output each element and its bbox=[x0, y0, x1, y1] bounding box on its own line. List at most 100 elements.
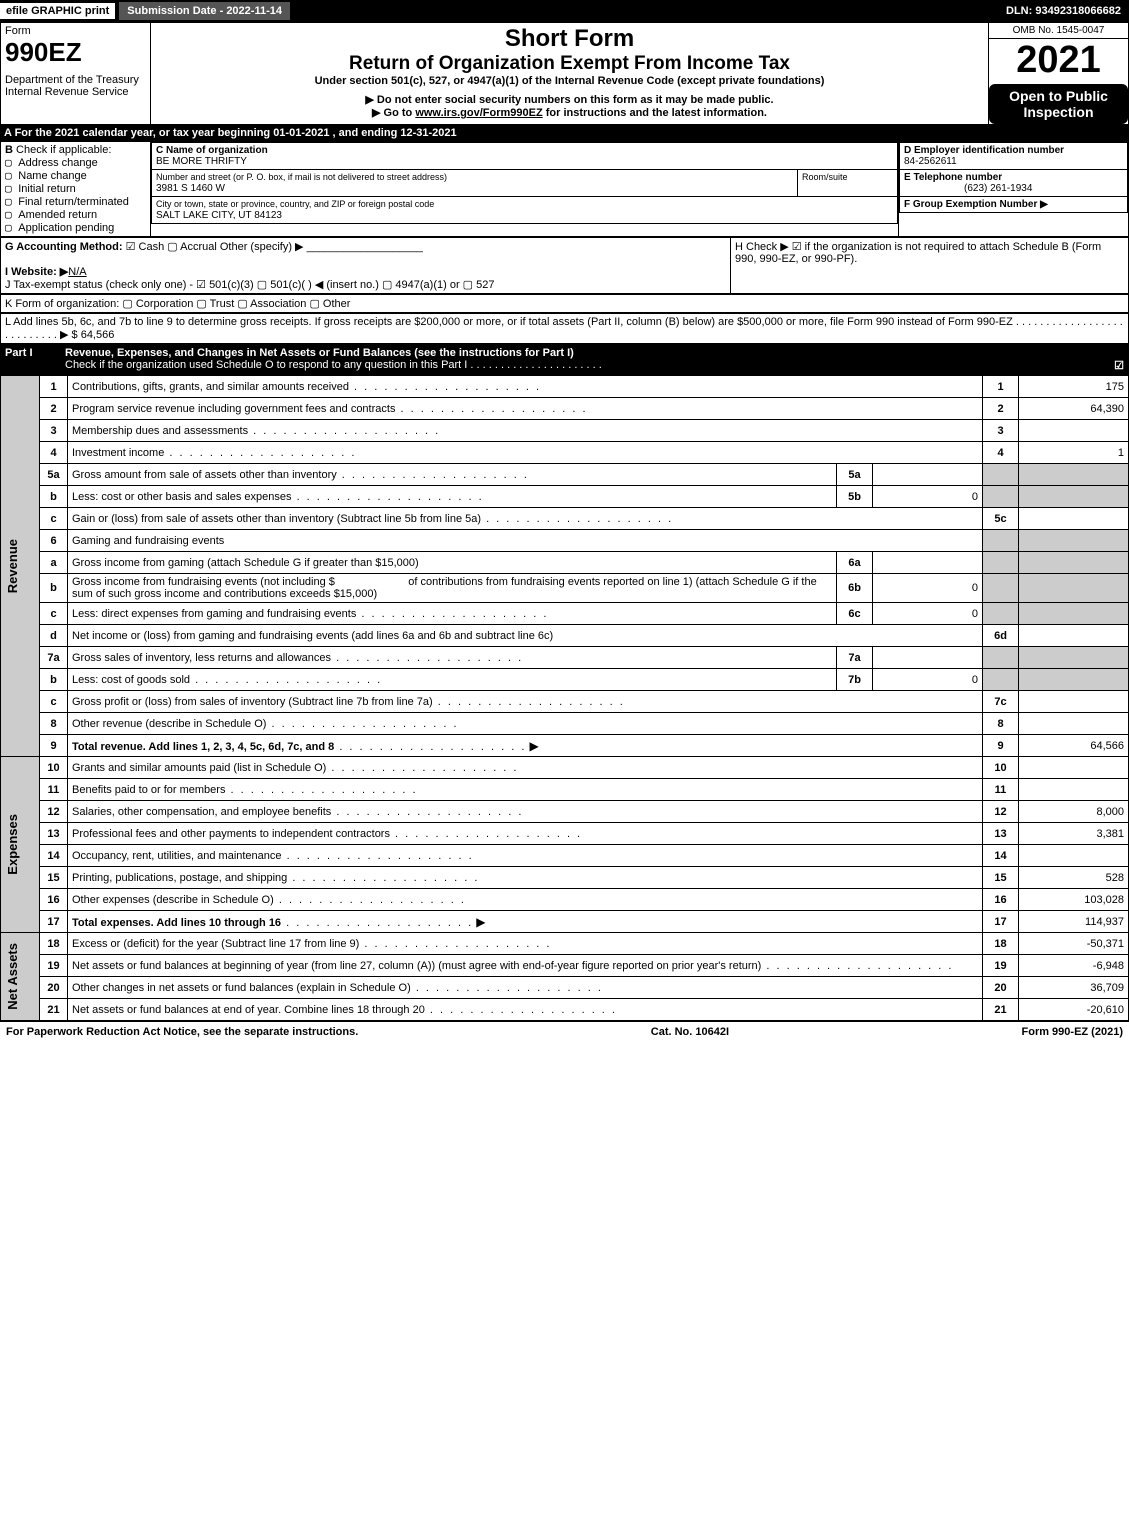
part1-checkbox[interactable]: ☑ bbox=[1114, 359, 1124, 372]
row-17-amt: 114,937 bbox=[1019, 911, 1129, 933]
row-7c-desc: Gross profit or (loss) from sales of inv… bbox=[72, 696, 625, 708]
accrual-check[interactable]: ▢ Accrual bbox=[167, 241, 217, 253]
row-16-amt: 103,028 bbox=[1019, 889, 1129, 911]
amended-check[interactable]: ▢ bbox=[5, 208, 18, 221]
row-9-amt: 64,566 bbox=[1019, 735, 1129, 757]
row-19-rn: 19 bbox=[983, 955, 1019, 977]
footer-mid: Cat. No. 10642I bbox=[651, 1026, 729, 1038]
g-label: G Accounting Method: bbox=[5, 241, 123, 253]
irs-label: Internal Revenue Service bbox=[5, 86, 146, 98]
row-3-desc: Membership dues and assessments bbox=[72, 425, 440, 437]
row-20-num: 20 bbox=[40, 977, 68, 999]
website-value: N/A bbox=[68, 266, 86, 278]
row-2-rn: 2 bbox=[983, 398, 1019, 420]
row-18-num: 18 bbox=[40, 933, 68, 955]
ssn-warning: ▶ Do not enter social security numbers o… bbox=[155, 93, 984, 106]
other-spec[interactable]: Other (specify) ▶ bbox=[220, 241, 304, 253]
row-6c-desc: Less: direct expenses from gaming and fu… bbox=[72, 608, 548, 620]
row-1-amt: 175 bbox=[1019, 376, 1129, 398]
row-9-num: 9 bbox=[40, 735, 68, 757]
row-19-amt: -6,948 bbox=[1019, 955, 1129, 977]
row-7a-num: 7a bbox=[40, 647, 68, 669]
ghi-table: G Accounting Method: ☑ Cash ▢ Accrual Ot… bbox=[0, 237, 1129, 294]
initial-check[interactable]: ▢ bbox=[5, 182, 18, 195]
ein-value: 84-2562611 bbox=[904, 156, 957, 167]
row-14-num: 14 bbox=[40, 845, 68, 867]
goto-link[interactable]: ▶ Go to www.irs.gov/Form990EZ for instru… bbox=[155, 106, 984, 119]
row-15-desc: Printing, publications, postage, and shi… bbox=[72, 872, 479, 884]
dln-label: DLN: 93492318066682 bbox=[1006, 5, 1129, 17]
row-5a-num: 5a bbox=[40, 464, 68, 486]
row-15-rn: 15 bbox=[983, 867, 1019, 889]
row-4-num: 4 bbox=[40, 442, 68, 464]
row-8-desc: Other revenue (describe in Schedule O) bbox=[72, 718, 459, 730]
section-a-line: A For the 2021 calendar year, or tax yea… bbox=[0, 125, 1129, 141]
form-number: 990EZ bbox=[5, 37, 146, 68]
row-12-desc: Salaries, other compensation, and employ… bbox=[72, 806, 523, 818]
city-value: SALT LAKE CITY, UT 84123 bbox=[156, 210, 282, 221]
irs-link[interactable]: www.irs.gov/Form990EZ bbox=[415, 107, 542, 119]
cash-check[interactable]: ☑ Cash bbox=[126, 241, 165, 253]
final-check[interactable]: ▢ bbox=[5, 195, 18, 208]
row-17-rn: 17 bbox=[983, 911, 1019, 933]
row-6a-num: a bbox=[40, 552, 68, 574]
row-18-desc: Excess or (deficit) for the year (Subtra… bbox=[72, 938, 551, 950]
row-16-desc: Other expenses (describe in Schedule O) bbox=[72, 894, 466, 906]
grp-label: F Group Exemption Number ▶ bbox=[904, 199, 1048, 210]
revenue-section-label: Revenue bbox=[5, 535, 20, 597]
row-21-num: 21 bbox=[40, 999, 68, 1021]
j-line: J Tax-exempt status (check only one) - ☑… bbox=[5, 279, 494, 291]
row-5a-samt bbox=[873, 464, 983, 486]
pending-check[interactable]: ▢ bbox=[5, 221, 18, 234]
header-table: Form 990EZ Department of the Treasury In… bbox=[0, 22, 1129, 125]
opt-name: Name change bbox=[18, 170, 87, 182]
efile-label[interactable]: efile GRAPHIC print bbox=[0, 3, 115, 19]
row-1-rn: 1 bbox=[983, 376, 1019, 398]
arrow-icon-2: ▶ bbox=[476, 915, 485, 929]
row-6a-desc: Gross income from gaming (attach Schedul… bbox=[68, 552, 837, 574]
row-6a-sn: 6a bbox=[837, 552, 873, 574]
tel-label: E Telephone number bbox=[904, 172, 1002, 183]
row-6c-samt: 0 bbox=[873, 603, 983, 625]
row-5b-samt: 0 bbox=[873, 486, 983, 508]
row-5c-num: c bbox=[40, 508, 68, 530]
l-line: L Add lines 5b, 6c, and 7b to line 9 to … bbox=[1, 314, 1129, 344]
org-info-table: B Check if applicable: ▢ Address change … bbox=[0, 141, 1129, 237]
row-21-desc: Net assets or fund balances at end of ye… bbox=[72, 1004, 617, 1016]
row-8-amt bbox=[1019, 713, 1129, 735]
row-6d-desc: Net income or (loss) from gaming and fun… bbox=[68, 625, 983, 647]
row-10-num: 10 bbox=[40, 757, 68, 779]
city-label: City or town, state or province, country… bbox=[156, 199, 434, 209]
row-20-amt: 36,709 bbox=[1019, 977, 1129, 999]
addr-change-check[interactable]: ▢ bbox=[5, 156, 18, 169]
part1-header: Part I bbox=[1, 345, 61, 375]
row-6d-amt bbox=[1019, 625, 1129, 647]
row-7b-desc: Less: cost of goods sold bbox=[72, 674, 382, 686]
row-2-num: 2 bbox=[40, 398, 68, 420]
row-7c-num: c bbox=[40, 691, 68, 713]
row-5b-desc: Less: cost or other basis and sales expe… bbox=[72, 491, 484, 503]
row-7a-sn: 7a bbox=[837, 647, 873, 669]
name-change-check[interactable]: ▢ bbox=[5, 169, 18, 182]
row-12-rn: 12 bbox=[983, 801, 1019, 823]
row-17-desc: Total expenses. Add lines 10 through 16 bbox=[72, 917, 281, 929]
row-11-rn: 11 bbox=[983, 779, 1019, 801]
h-line: H Check ▶ ☑ if the organization is not r… bbox=[731, 238, 1129, 294]
row-5b-sn: 5b bbox=[837, 486, 873, 508]
open-public-badge: Open to Public Inspection bbox=[989, 84, 1128, 124]
row-10-rn: 10 bbox=[983, 757, 1019, 779]
netassets-section-label: Net Assets bbox=[5, 939, 20, 1014]
revenue-table: Revenue 1 Contributions, gifts, grants, … bbox=[0, 375, 1129, 1021]
row-12-num: 12 bbox=[40, 801, 68, 823]
row-6c-num: c bbox=[40, 603, 68, 625]
row-21-amt: -20,610 bbox=[1019, 999, 1129, 1021]
row-18-amt: -50,371 bbox=[1019, 933, 1129, 955]
org-name: BE MORE THRIFTY bbox=[156, 156, 247, 167]
dept-label: Department of the Treasury bbox=[5, 74, 146, 86]
row-11-num: 11 bbox=[40, 779, 68, 801]
row-6b-sn: 6b bbox=[837, 574, 873, 603]
street-label: Number and street (or P. O. box, if mail… bbox=[156, 172, 447, 182]
expenses-section-label: Expenses bbox=[5, 810, 20, 879]
row-6-num: 6 bbox=[40, 530, 68, 552]
row-5a-sn: 5a bbox=[837, 464, 873, 486]
